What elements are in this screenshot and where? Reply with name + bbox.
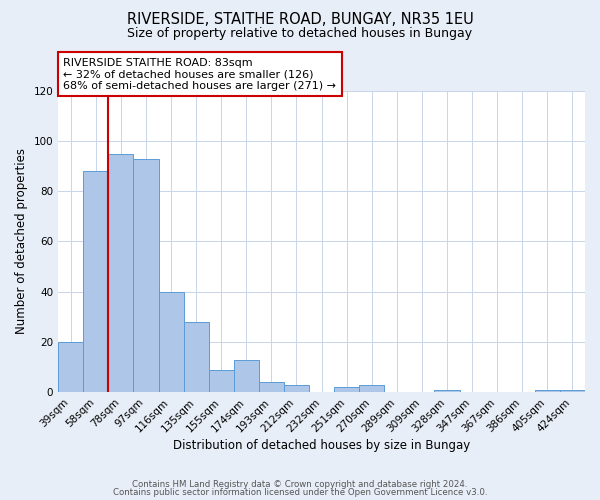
Bar — [58, 342, 83, 392]
Bar — [83, 171, 109, 392]
Bar — [209, 370, 234, 392]
Bar — [535, 390, 560, 392]
Text: RIVERSIDE STAITHE ROAD: 83sqm
← 32% of detached houses are smaller (126)
68% of : RIVERSIDE STAITHE ROAD: 83sqm ← 32% of d… — [64, 58, 337, 90]
X-axis label: Distribution of detached houses by size in Bungay: Distribution of detached houses by size … — [173, 440, 470, 452]
Text: RIVERSIDE, STAITHE ROAD, BUNGAY, NR35 1EU: RIVERSIDE, STAITHE ROAD, BUNGAY, NR35 1E… — [127, 12, 473, 28]
Bar — [334, 387, 359, 392]
Text: Contains public sector information licensed under the Open Government Licence v3: Contains public sector information licen… — [113, 488, 487, 497]
Bar — [133, 158, 158, 392]
Bar — [158, 292, 184, 392]
Bar — [184, 322, 209, 392]
Bar — [359, 384, 385, 392]
Y-axis label: Number of detached properties: Number of detached properties — [15, 148, 28, 334]
Bar — [259, 382, 284, 392]
Bar — [234, 360, 259, 392]
Bar — [434, 390, 460, 392]
Text: Contains HM Land Registry data © Crown copyright and database right 2024.: Contains HM Land Registry data © Crown c… — [132, 480, 468, 489]
Bar — [109, 154, 133, 392]
Text: Size of property relative to detached houses in Bungay: Size of property relative to detached ho… — [127, 28, 473, 40]
Bar — [284, 384, 309, 392]
Bar — [560, 390, 585, 392]
